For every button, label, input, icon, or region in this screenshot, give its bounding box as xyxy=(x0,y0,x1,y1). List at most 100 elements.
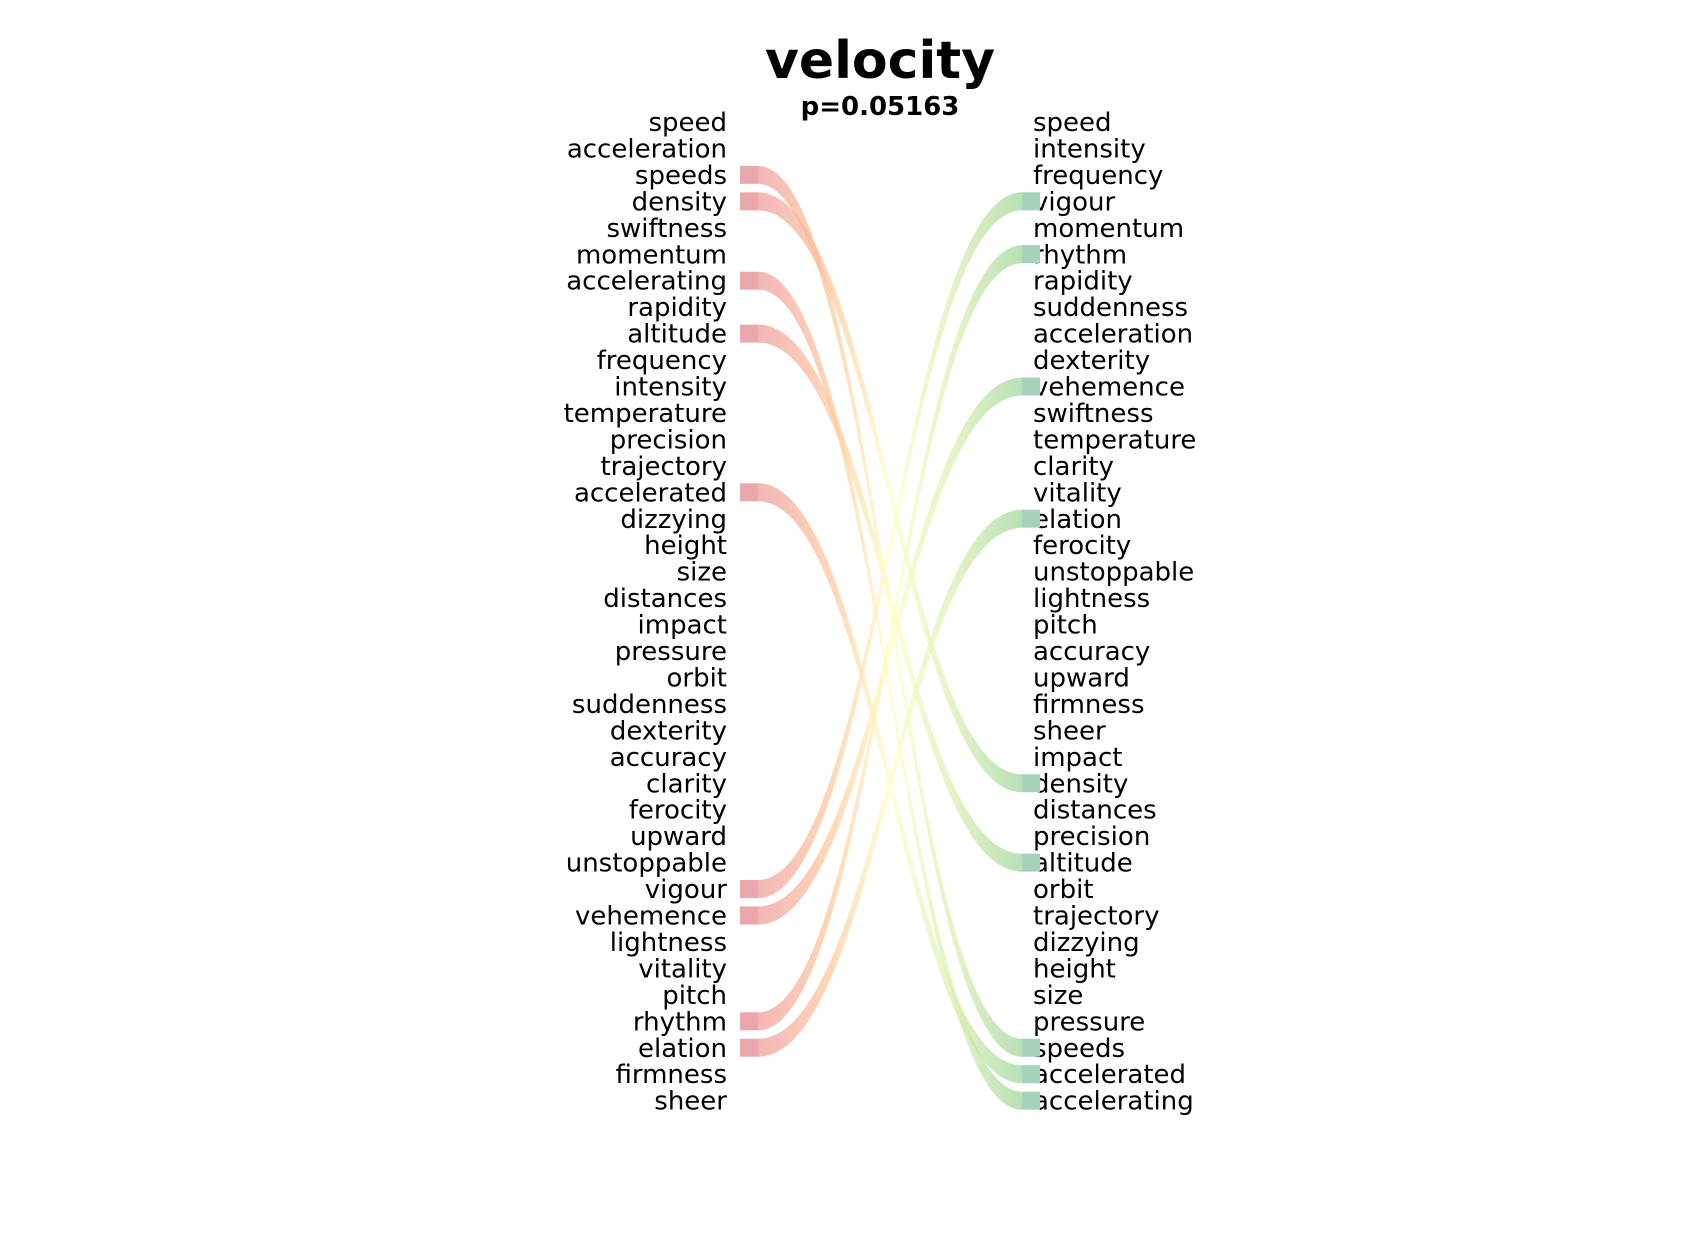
right-label-frequency: frequency xyxy=(1033,161,1163,191)
left-label-rapidity: rapidity xyxy=(627,293,727,323)
left-marker-accelerating xyxy=(740,271,758,290)
right-rank-labels: speedintensityfrequencyvigourmomentumrhy… xyxy=(1033,108,1196,1117)
right-label-density: density xyxy=(1033,769,1128,799)
left-label-accelerated: accelerated xyxy=(574,478,727,508)
right-label-pressure: pressure xyxy=(1033,1007,1145,1037)
left-label-pressure: pressure xyxy=(615,637,727,667)
right-label-momentum: momentum xyxy=(1033,214,1184,244)
link-altitude xyxy=(758,324,1022,872)
chart-title: velocity xyxy=(765,31,995,91)
right-label-dexterity: dexterity xyxy=(1033,346,1150,376)
link-speeds xyxy=(758,165,1022,1057)
right-label-trajectory: trajectory xyxy=(1033,902,1160,932)
right-label-swiftness: swiftness xyxy=(1033,399,1154,429)
left-label-accuracy: accuracy xyxy=(610,743,727,773)
right-label-height: height xyxy=(1033,954,1116,984)
left-label-trajectory: trajectory xyxy=(600,452,727,482)
left-label-suddenness: suddenness xyxy=(572,690,727,720)
link-ribbons xyxy=(758,165,1022,1110)
left-label-intensity: intensity xyxy=(614,373,727,403)
left-label-speed: speed xyxy=(648,108,727,138)
left-label-elation: elation xyxy=(638,1034,727,1064)
left-label-size: size xyxy=(677,558,727,588)
left-marker-altitude xyxy=(740,324,758,343)
left-label-height: height xyxy=(644,531,727,561)
left-label-density: density xyxy=(632,187,727,217)
link-rhythm xyxy=(758,245,1022,1031)
right-marker-speeds xyxy=(1022,1038,1040,1057)
right-label-accelerated: accelerated xyxy=(1033,1060,1186,1090)
right-marker-altitude xyxy=(1022,853,1040,872)
left-label-precision: precision xyxy=(610,425,727,455)
right-label-accuracy: accuracy xyxy=(1033,637,1150,667)
right-label-suddenness: suddenness xyxy=(1033,293,1188,323)
left-marker-vigour xyxy=(740,880,758,899)
left-marker-rhythm xyxy=(740,1012,758,1031)
left-marker-accelerated xyxy=(740,483,758,502)
left-marker-elation xyxy=(740,1038,758,1057)
right-label-rapidity: rapidity xyxy=(1033,267,1133,297)
left-label-speeds: speeds xyxy=(635,161,727,191)
right-label-upward: upward xyxy=(1033,663,1130,693)
left-label-ferocity: ferocity xyxy=(629,796,727,826)
right-label-ferocity: ferocity xyxy=(1033,531,1131,561)
left-label-firmness: firmness xyxy=(615,1060,727,1090)
left-marker-speeds xyxy=(740,165,758,184)
right-label-temperature: temperature xyxy=(1033,425,1196,455)
left-marker-density xyxy=(740,192,758,211)
right-label-orbit: orbit xyxy=(1033,875,1094,905)
right-label-vehemence: vehemence xyxy=(1033,373,1185,403)
left-label-vitality: vitality xyxy=(638,954,727,984)
right-label-vigour: vigour xyxy=(1033,187,1116,217)
right-label-speeds: speeds xyxy=(1033,1034,1125,1064)
right-label-rhythm: rhythm xyxy=(1033,240,1127,270)
left-rank-labels: speedaccelerationspeedsdensityswiftnessm… xyxy=(564,108,728,1117)
left-label-upward: upward xyxy=(630,822,727,852)
link-density xyxy=(758,192,1022,793)
right-label-sheer: sheer xyxy=(1033,716,1106,746)
left-label-frequency: frequency xyxy=(597,346,727,376)
right-label-firmness: firmness xyxy=(1033,690,1145,720)
left-label-distances: distances xyxy=(603,584,727,614)
left-label-impact: impact xyxy=(638,611,727,641)
left-label-swiftness: swiftness xyxy=(607,214,728,244)
left-label-orbit: orbit xyxy=(666,663,727,693)
left-label-accelerating: accelerating xyxy=(566,267,727,297)
right-label-speed: speed xyxy=(1033,108,1112,138)
chart-subtitle: p=0.05163 xyxy=(801,92,960,122)
right-label-unstoppable: unstoppable xyxy=(1033,558,1194,588)
right-label-clarity: clarity xyxy=(1033,452,1114,482)
left-label-lightness: lightness xyxy=(610,928,727,958)
link-vigour xyxy=(758,192,1022,899)
right-label-size: size xyxy=(1033,981,1083,1011)
right-marker-accelerating xyxy=(1022,1091,1040,1110)
left-label-sheer: sheer xyxy=(654,1087,727,1117)
right-marker-vehemence xyxy=(1022,377,1040,396)
link-elation xyxy=(758,509,1022,1057)
right-label-altitude: altitude xyxy=(1033,849,1133,879)
left-label-momentum: momentum xyxy=(576,240,727,270)
right-label-vitality: vitality xyxy=(1033,478,1122,508)
right-label-accelerating: accelerating xyxy=(1033,1087,1194,1117)
right-label-precision: precision xyxy=(1033,822,1150,852)
left-marker-vehemence xyxy=(740,906,758,925)
right-label-acceleration: acceleration xyxy=(1033,320,1193,350)
left-label-temperature: temperature xyxy=(564,399,727,429)
right-marker-vigour xyxy=(1022,192,1040,211)
right-label-lightness: lightness xyxy=(1033,584,1150,614)
link-accelerating xyxy=(758,271,1022,1110)
right-marker-elation xyxy=(1022,509,1040,528)
right-label-elation: elation xyxy=(1033,505,1122,535)
right-marker-rhythm xyxy=(1022,245,1040,264)
right-label-distances: distances xyxy=(1033,796,1157,826)
link-vehemence xyxy=(758,377,1022,925)
left-label-vigour: vigour xyxy=(645,875,728,905)
right-label-intensity: intensity xyxy=(1033,134,1146,164)
right-marker-density xyxy=(1022,774,1040,793)
left-label-vehemence: vehemence xyxy=(575,902,727,932)
right-marker-accelerated xyxy=(1022,1065,1040,1084)
left-label-rhythm: rhythm xyxy=(633,1007,727,1037)
right-label-pitch: pitch xyxy=(1033,611,1098,641)
left-label-pitch: pitch xyxy=(662,981,727,1011)
